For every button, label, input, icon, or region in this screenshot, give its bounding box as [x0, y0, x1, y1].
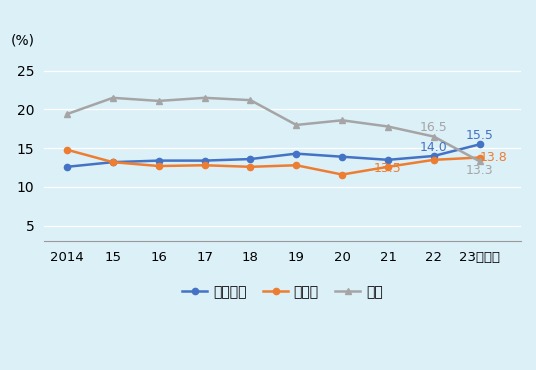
カナダ: [430, 158, 437, 162]
カナダ: [385, 165, 391, 169]
カナダ: [202, 163, 208, 168]
中国: [247, 98, 254, 102]
Text: (%): (%): [11, 34, 35, 48]
中国: [155, 99, 162, 103]
カナダ: [339, 172, 345, 177]
メキシコ: [155, 158, 162, 163]
メキシコ: [430, 154, 437, 158]
メキシコ: [293, 151, 300, 156]
メキシコ: [339, 155, 345, 159]
中国: [477, 159, 483, 164]
中国: [202, 95, 208, 100]
Text: 13.5: 13.5: [374, 162, 402, 175]
Legend: メキシコ, カナダ, 中国: メキシコ, カナダ, 中国: [177, 280, 388, 305]
中国: [430, 134, 437, 139]
メキシコ: [64, 165, 70, 169]
Line: メキシコ: メキシコ: [64, 141, 483, 170]
Line: 中国: 中国: [64, 94, 483, 165]
Text: 14.0: 14.0: [420, 141, 448, 154]
メキシコ: [202, 158, 208, 163]
カナダ: [155, 164, 162, 168]
中国: [385, 124, 391, 129]
Text: 15.5: 15.5: [466, 129, 494, 142]
メキシコ: [247, 157, 254, 161]
中国: [339, 118, 345, 122]
カナダ: [477, 155, 483, 160]
カナダ: [293, 163, 300, 168]
メキシコ: [477, 142, 483, 147]
Line: カナダ: カナダ: [64, 147, 483, 178]
Text: 16.5: 16.5: [420, 121, 448, 134]
カナダ: [110, 160, 116, 164]
カナダ: [247, 165, 254, 169]
中国: [110, 95, 116, 100]
メキシコ: [385, 158, 391, 162]
Text: 13.3: 13.3: [466, 164, 494, 177]
中国: [293, 123, 300, 127]
中国: [64, 112, 70, 116]
カナダ: [64, 148, 70, 152]
Text: 13.8: 13.8: [480, 151, 508, 164]
メキシコ: [110, 160, 116, 164]
